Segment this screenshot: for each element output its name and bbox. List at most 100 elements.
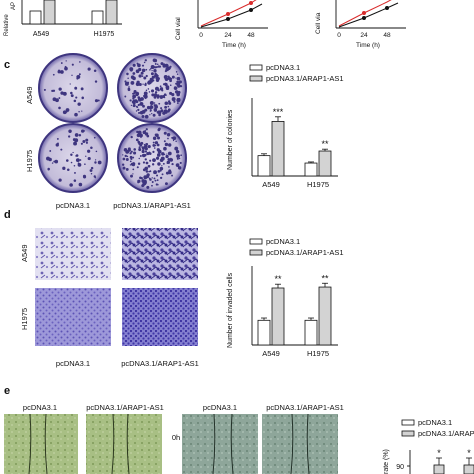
legend-swatch-treated	[249, 75, 263, 82]
colony-dot	[163, 146, 167, 151]
colony-dot	[148, 152, 152, 155]
x-tick-label: 24	[224, 32, 232, 39]
top-mid-line-chart: Cell vial 0 24 48 Time (h)	[175, 0, 268, 49]
colony-dot	[64, 66, 68, 71]
top-left-ylabel-2: AP	[11, 2, 17, 10]
colony-dot	[150, 72, 154, 76]
colony-dot	[70, 153, 73, 157]
colony-dot	[162, 83, 166, 86]
colony-dot	[145, 128, 148, 131]
row-label-h1975: H1975	[20, 308, 29, 330]
colony-dot	[132, 156, 135, 159]
wound-image-2	[86, 414, 162, 474]
legend-swatch-control	[401, 419, 415, 426]
time-label: 0h	[172, 433, 180, 442]
colony-dot	[155, 156, 160, 160]
colony-dot	[81, 96, 84, 100]
colony-dot	[130, 104, 133, 107]
colony-dot	[90, 173, 93, 175]
colony-dot	[160, 109, 164, 113]
colony-dot	[153, 147, 156, 149]
colony-dot	[140, 71, 144, 75]
colony-dot	[161, 173, 164, 176]
bar	[271, 287, 285, 346]
colony-dot	[51, 162, 54, 164]
colony-dot	[164, 101, 169, 106]
colony-dot	[124, 80, 127, 83]
colony-dot	[129, 68, 133, 72]
colony-dot	[174, 146, 179, 151]
colony-dot	[141, 149, 145, 154]
colony-dot	[139, 133, 143, 138]
colony-dot	[97, 160, 102, 165]
colony-dot	[152, 150, 155, 153]
colony-dot	[141, 75, 144, 77]
colony-dot	[82, 139, 86, 144]
y-axis-label: rate (%)	[383, 449, 390, 474]
legend-label-treated: pcDNA3.1/ARAP1-AS1	[266, 74, 344, 83]
colony-dot	[136, 166, 139, 169]
colony-dot	[161, 167, 163, 169]
colony-dot	[85, 141, 89, 144]
colony-dot	[154, 63, 157, 65]
colony-dot	[49, 150, 52, 152]
panel-d: d A549 H1975 pcDNA3.1 pcDNA3.1/ARAP1-AS1…	[4, 209, 344, 368]
colony-dot	[164, 182, 168, 186]
colony-dot	[132, 92, 135, 95]
colony-dot	[156, 153, 161, 157]
significance-marker: **	[274, 274, 282, 284]
colony-dot	[144, 108, 148, 112]
colony-dot	[78, 134, 82, 137]
colony-dot	[87, 156, 91, 161]
colony-dot	[95, 150, 98, 153]
colony-dot	[127, 77, 129, 80]
colony-dot	[167, 105, 170, 108]
colony-dot	[126, 155, 129, 158]
colony-dot	[80, 87, 84, 91]
significance-marker: *	[437, 448, 441, 458]
colony-dot	[130, 81, 135, 85]
colony-dot	[126, 72, 129, 76]
colony-dot	[141, 154, 144, 156]
colony-dot	[152, 158, 156, 163]
colony-dot	[157, 89, 160, 92]
colony-dot	[144, 150, 148, 153]
legend-swatch-treated	[401, 430, 415, 437]
colony-dot	[77, 162, 80, 165]
bar	[271, 121, 285, 177]
colony-dot	[133, 151, 137, 155]
significance-marker: **	[321, 139, 329, 149]
legend-label-treated: pcDNA3.1/ARAP1-AS1	[266, 248, 344, 257]
colony-dot	[157, 170, 161, 173]
colony-dot	[147, 145, 151, 149]
colony-dot	[156, 148, 160, 152]
bar	[463, 464, 474, 474]
wound-edge	[212, 413, 234, 474]
colony-dot	[124, 95, 127, 98]
colony-dot	[167, 85, 170, 88]
colony-dot	[142, 104, 145, 108]
colony-dot	[74, 171, 76, 174]
top-left-ylabel: Relative	[4, 14, 10, 36]
colony-dot	[176, 102, 179, 104]
colony-dot	[129, 164, 132, 166]
colony-dot	[78, 73, 81, 76]
colony-dot	[161, 165, 163, 167]
significance-marker: *	[467, 448, 471, 458]
colony-dot	[149, 101, 154, 105]
x-tick-label: H1975	[307, 349, 329, 358]
x-axis-label: Time (h)	[222, 42, 246, 49]
colony-dot	[94, 80, 98, 83]
colony-dot	[157, 136, 161, 140]
wound-image-1	[4, 414, 78, 474]
colony-dot	[71, 74, 73, 77]
colony-dot	[70, 94, 74, 98]
x-tick-label: A549	[262, 180, 280, 189]
colony-dot	[60, 148, 63, 151]
colony-dot	[155, 76, 159, 80]
data-point	[362, 11, 366, 15]
colony-dot	[147, 82, 150, 85]
colony-dot	[135, 105, 138, 108]
colony-dot	[143, 76, 147, 80]
